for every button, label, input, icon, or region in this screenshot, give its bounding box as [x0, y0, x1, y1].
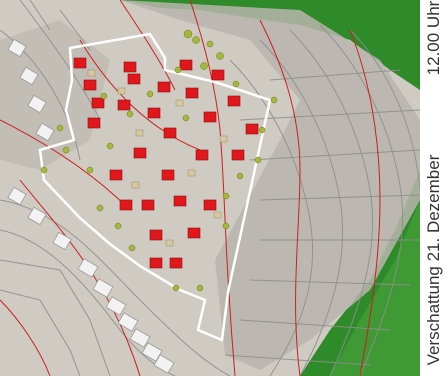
cast-shadow — [120, 0, 420, 370]
forest-right-light — [330, 200, 420, 376]
site-plan-map — [0, 0, 420, 376]
existing-buildings — [7, 38, 175, 374]
shadow-date-label: Verschattung 21. Dezember — [424, 154, 443, 366]
shadow-stripes — [0, 20, 110, 170]
garages — [87, 69, 228, 247]
time-label: 12.00 Uhr — [424, 0, 443, 76]
road-network — [0, 0, 420, 376]
new-houses — [73, 57, 259, 269]
trees — [40, 29, 278, 292]
forest-top-right — [120, 0, 420, 90]
project-boundary — [38, 32, 272, 342]
